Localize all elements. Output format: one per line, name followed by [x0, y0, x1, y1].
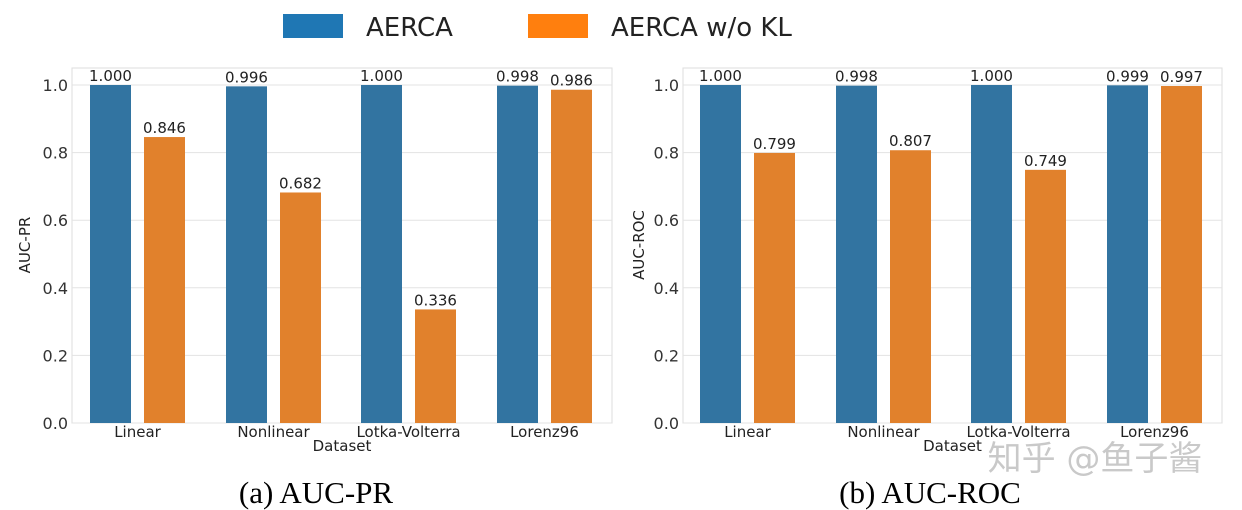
x-tick-label: Lorenz96: [1120, 423, 1189, 441]
caption-a: (a) AUC-PR: [239, 475, 393, 510]
y-axis-label: AUC-ROC: [630, 210, 648, 280]
bar-value-label: 0.807: [889, 132, 932, 150]
y-tick-label: 0.4: [654, 279, 679, 298]
legend-swatch-aerca-wo-kl: [528, 14, 588, 38]
bar-value-label: 1.000: [970, 67, 1013, 85]
y-tick-label: 1.0: [43, 76, 68, 95]
bar-value-label: 0.998: [835, 68, 878, 86]
bar-value-label: 0.996: [225, 68, 268, 86]
x-tick-label: Nonlinear: [237, 423, 310, 441]
y-tick-label: 0.8: [654, 144, 679, 163]
x-axis-label: Dataset: [923, 437, 982, 455]
bar-aerca-wo-kl: [1161, 86, 1202, 423]
bar-aerca-wo-kl: [890, 150, 931, 423]
bar-value-label: 0.799: [753, 135, 796, 153]
bar-value-label: 0.997: [1160, 68, 1203, 86]
x-tick-label: Lotka-Volterra: [966, 423, 1070, 441]
bar-aerca: [1107, 85, 1148, 423]
bar-aerca: [836, 85, 877, 424]
legend-label-aerca: AERCA: [366, 13, 453, 43]
bar-aerca: [90, 85, 131, 423]
y-tick-label: 1.0: [654, 76, 679, 95]
y-tick-label: 0.4: [43, 279, 68, 298]
y-tick-label: 0.0: [654, 414, 679, 433]
bar-aerca-wo-kl: [1025, 169, 1066, 423]
x-tick-label: Lotka-Volterra: [356, 423, 460, 441]
y-axis-label: AUC-PR: [16, 217, 34, 274]
bar-value-label: 1.000: [360, 67, 403, 85]
x-tick-label: Linear: [114, 423, 161, 441]
bar-aerca-wo-kl: [144, 137, 185, 423]
caption-b: (b) AUC-ROC: [839, 475, 1021, 510]
bar-aerca-wo-kl: [415, 309, 456, 423]
bar-aerca-wo-kl: [754, 152, 795, 424]
bar-aerca: [226, 86, 267, 424]
bar-value-label: 1.000: [699, 67, 742, 85]
bar-value-label: 0.682: [279, 174, 322, 192]
bar-value-label: 0.749: [1024, 152, 1067, 170]
y-tick-label: 0.2: [654, 346, 679, 365]
bar-aerca-wo-kl: [280, 192, 321, 423]
bar-aerca: [971, 85, 1012, 423]
bar-value-label: 0.336: [414, 291, 457, 309]
chart-auc-pr: 0.0 0.2 0.4 0.6 0.8 1.0 1.000 0.846 Linear 0.996 0…: [16, 67, 613, 455]
y-tick-label: 0.2: [43, 346, 68, 365]
legend-swatch-aerca: [283, 14, 343, 38]
bar-value-label: 0.998: [496, 68, 539, 86]
x-tick-label: Nonlinear: [847, 423, 920, 441]
x-axis-label: Dataset: [313, 437, 372, 455]
bar-aerca: [700, 85, 741, 423]
bar-aerca: [361, 85, 402, 423]
bar-value-label: 1.000: [89, 67, 132, 85]
bar-value-label: 0.986: [550, 72, 593, 90]
x-tick-label: Linear: [724, 423, 771, 441]
legend: AERCA AERCA w/o KL: [283, 13, 792, 43]
chart-auc-roc: 0.0 0.2 0.4 0.6 0.8 1.0 1.000 0.799 Linear 0.998 0…: [630, 67, 1223, 455]
x-tick-label: Lorenz96: [510, 423, 579, 441]
y-tick-label: 0.6: [43, 211, 68, 230]
y-tick-label: 0.0: [43, 414, 68, 433]
bar-aerca: [497, 85, 538, 424]
bar-aerca-wo-kl: [551, 89, 592, 424]
bar-value-label: 0.846: [143, 119, 186, 137]
watermark: 知乎 @鱼子酱: [988, 439, 1203, 479]
legend-label-aerca-wo-kl: AERCA w/o KL: [611, 13, 792, 43]
bar-value-label: 0.999: [1106, 67, 1149, 85]
y-tick-label: 0.6: [654, 211, 679, 230]
y-tick-label: 0.8: [43, 144, 68, 163]
